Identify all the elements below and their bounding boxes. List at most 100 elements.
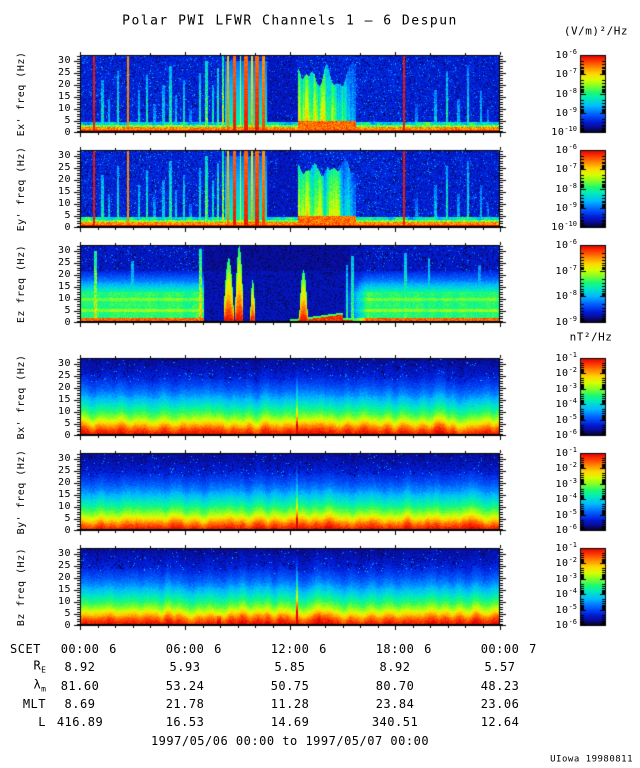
ephemeris-value: 23.06 bbox=[480, 697, 520, 711]
ephemeris-row-label: RE bbox=[33, 658, 46, 675]
freq-tick-label: 5 bbox=[64, 305, 71, 316]
colorbar-tick-label: 10-8 bbox=[555, 181, 577, 195]
freq-tick-label: 0 bbox=[64, 317, 71, 328]
freq-tick-label: 20 bbox=[57, 269, 71, 280]
freq-tick-label: 20 bbox=[57, 477, 71, 488]
freq-tick-label: 15 bbox=[57, 186, 71, 197]
ephemeris-value: 5.57 bbox=[484, 660, 516, 674]
freq-tick-label: 25 bbox=[57, 257, 71, 268]
colorbar-tick-label: 10-4 bbox=[555, 397, 577, 411]
freq-tick-label: 15 bbox=[57, 91, 71, 102]
colorbar-tick-label: 10-5 bbox=[555, 602, 577, 616]
freq-tick-label: 15 bbox=[57, 394, 71, 405]
time-tick-label: 00:00 bbox=[480, 642, 520, 656]
freq-tick-label: 10 bbox=[57, 293, 71, 304]
ephemeris-value: 8.69 bbox=[64, 697, 96, 711]
freq-tick-label: 20 bbox=[57, 174, 71, 185]
colorbar-tick-label: 10-8 bbox=[555, 86, 577, 100]
colorbar-tick-label: 10-9 bbox=[555, 200, 577, 214]
freq-tick-label: 20 bbox=[57, 572, 71, 583]
colorbar-tick-label: 10-5 bbox=[555, 412, 577, 426]
ephemeris-row-label: λm bbox=[33, 677, 46, 694]
freq-tick-label: 30 bbox=[57, 55, 71, 66]
freq-tick-label: 30 bbox=[57, 453, 71, 464]
time-tick-label: 00:00 bbox=[60, 642, 100, 656]
ephemeris-value: 81.60 bbox=[60, 679, 100, 693]
time-tick-label: 06:00 bbox=[165, 642, 205, 656]
freq-tick-label: 15 bbox=[57, 584, 71, 595]
ephemeris-value: 16.53 bbox=[165, 715, 205, 729]
freq-tick-label: 30 bbox=[57, 245, 71, 256]
time-tick-day: 7 bbox=[529, 642, 537, 656]
colorbar-tick-label: 10-6 bbox=[555, 237, 577, 252]
freq-tick-label: 25 bbox=[57, 162, 71, 173]
ylabel-Ez: Ez freq (Hz) bbox=[16, 244, 27, 324]
scet-axis-label: SCET bbox=[10, 642, 41, 656]
freq-tick-label: 10 bbox=[57, 406, 71, 417]
colorbar-tick-label: 10-4 bbox=[555, 492, 577, 506]
freq-tick-label: 5 bbox=[64, 608, 71, 619]
ephemeris-value: 21.78 bbox=[165, 697, 205, 711]
colorbar-tick-label: 10-7 bbox=[555, 263, 577, 277]
ephemeris-value: 12.64 bbox=[480, 715, 520, 729]
freq-tick-label: 5 bbox=[64, 418, 71, 429]
freq-tick-label: 25 bbox=[57, 370, 71, 381]
magnetic-units-label: nT²/Hz bbox=[569, 330, 613, 344]
freq-tick-label: 10 bbox=[57, 103, 71, 114]
colorbar-tick-label: 10-9 bbox=[555, 105, 577, 119]
time-tick-label: 18:00 bbox=[375, 642, 415, 656]
ylabel-Bz: Bz freq (Hz) bbox=[16, 547, 27, 627]
ylabel-Ex: Ex' freq (Hz) bbox=[16, 51, 27, 137]
ephemeris-value: 8.92 bbox=[64, 660, 96, 674]
freq-tick-label: 30 bbox=[57, 358, 71, 369]
ylabel-By: By' freq (Hz) bbox=[16, 449, 27, 535]
colorbar-tick-label: 10-1 bbox=[555, 350, 577, 365]
freq-tick-label: 20 bbox=[57, 382, 71, 393]
colorbar-tick-label: 10-6 bbox=[555, 617, 577, 632]
colorbar-tick-label: 10-8 bbox=[555, 289, 577, 303]
ephemeris-value: 50.75 bbox=[270, 679, 310, 693]
time-tick-label: 12:00 bbox=[270, 642, 310, 656]
freq-tick-label: 25 bbox=[57, 465, 71, 476]
freq-tick-label: 15 bbox=[57, 489, 71, 500]
ephemeris-value: 416.89 bbox=[56, 715, 104, 729]
freq-tick-label: 30 bbox=[57, 548, 71, 559]
colorbar-tick-label: 10-1 bbox=[555, 540, 577, 555]
ephemeris-value: 5.93 bbox=[169, 660, 201, 674]
credit-label: UIowa 19980811 bbox=[550, 754, 633, 765]
colorbar-tick-label: 10-7 bbox=[555, 162, 577, 176]
freq-tick-label: 0 bbox=[64, 525, 71, 536]
colorbar-tick-label: 10-6 bbox=[555, 142, 577, 157]
colorbar-tick-label: 10-5 bbox=[555, 507, 577, 521]
colorbar-tick-label: 10-9 bbox=[555, 314, 577, 329]
time-tick-day: 6 bbox=[424, 642, 432, 656]
colorbar-tick-label: 10-10 bbox=[551, 124, 577, 139]
colorbar-tick-label: 10-6 bbox=[555, 427, 577, 442]
freq-tick-label: 0 bbox=[64, 222, 71, 233]
freq-tick-label: 25 bbox=[57, 560, 71, 571]
freq-tick-label: 5 bbox=[64, 115, 71, 126]
time-tick-day: 6 bbox=[109, 642, 117, 656]
colorbar-tick-label: 10-7 bbox=[555, 67, 577, 81]
colorbar-tick-label: 10-3 bbox=[555, 476, 577, 490]
freq-tick-label: 5 bbox=[64, 210, 71, 221]
freq-tick-label: 10 bbox=[57, 198, 71, 209]
freq-tick-label: 15 bbox=[57, 281, 71, 292]
colorbar-tick-label: 10-2 bbox=[555, 556, 577, 570]
ephemeris-value: 8.92 bbox=[379, 660, 411, 674]
time-tick-day: 6 bbox=[319, 642, 327, 656]
freq-tick-label: 0 bbox=[64, 620, 71, 631]
colorbar-tick-label: 10-6 bbox=[555, 47, 577, 62]
colorbar-tick-label: 10-6 bbox=[555, 522, 577, 537]
ephemeris-value: 48.23 bbox=[480, 679, 520, 693]
time-tick-day: 6 bbox=[214, 642, 222, 656]
date-range-label: 1997/05/06 00:00 to 1997/05/07 00:00 bbox=[150, 734, 430, 748]
ephemeris-value: 23.84 bbox=[375, 697, 415, 711]
ephemeris-value: 340.51 bbox=[371, 715, 419, 729]
freq-tick-label: 20 bbox=[57, 79, 71, 90]
ephemeris-row-label: L bbox=[38, 715, 46, 729]
colorbar-tick-label: 10-1 bbox=[555, 445, 577, 460]
ephemeris-value: 11.28 bbox=[270, 697, 310, 711]
